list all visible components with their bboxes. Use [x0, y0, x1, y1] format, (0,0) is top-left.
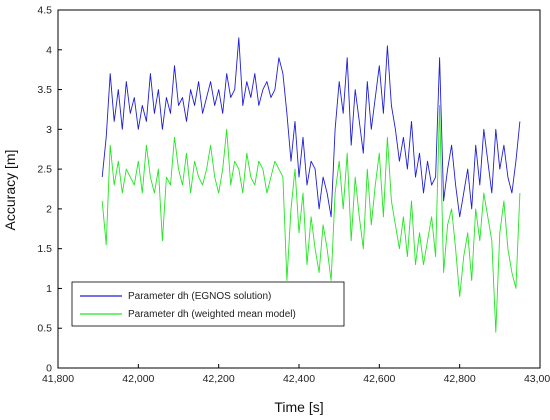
x-tick-label: 43,000	[524, 373, 550, 385]
y-tick-label: 3.5	[37, 84, 52, 96]
legend: Parameter dh (EGNOS solution) Parameter …	[71, 281, 345, 327]
y-tick-label: 0.5	[37, 323, 52, 335]
series-line-weighted-mean	[101, 105, 521, 333]
x-axis-title: Time [s]	[274, 399, 323, 415]
x-tick-label: 42,200	[203, 373, 235, 385]
ticks-layer: 41,800 42,000 42,200 42,400 42,600 42,800 43,0…	[37, 5, 550, 386]
y-tick-label: 2	[46, 203, 52, 215]
x-tick-label: 42,800	[444, 373, 476, 385]
legend-label-egnos: Parameter dh (EGNOS solution)	[128, 291, 271, 302]
y-tick-label: 2.5	[37, 164, 52, 176]
x-tick-label: 42,600	[363, 373, 395, 385]
x-tick-label: 42,000	[122, 373, 154, 385]
legend-label-weighted-mean: Parameter dh (weighted mean model)	[128, 309, 296, 320]
series-layer	[101, 37, 521, 333]
series-line-egnos	[101, 37, 521, 218]
legend-box	[71, 281, 345, 327]
y-tick-label: 0	[46, 363, 52, 375]
y-tick-label: 4	[46, 44, 52, 56]
y-tick-label: 4.5	[37, 5, 52, 17]
y-tick-label: 1	[46, 283, 52, 295]
x-tick-label: 42,400	[283, 373, 315, 385]
x-tick-label: 41,800	[42, 373, 74, 385]
y-axis-title: Accuracy [m]	[2, 150, 18, 231]
y-tick-label: 3	[46, 124, 52, 136]
y-tick-label: 1.5	[37, 243, 52, 255]
